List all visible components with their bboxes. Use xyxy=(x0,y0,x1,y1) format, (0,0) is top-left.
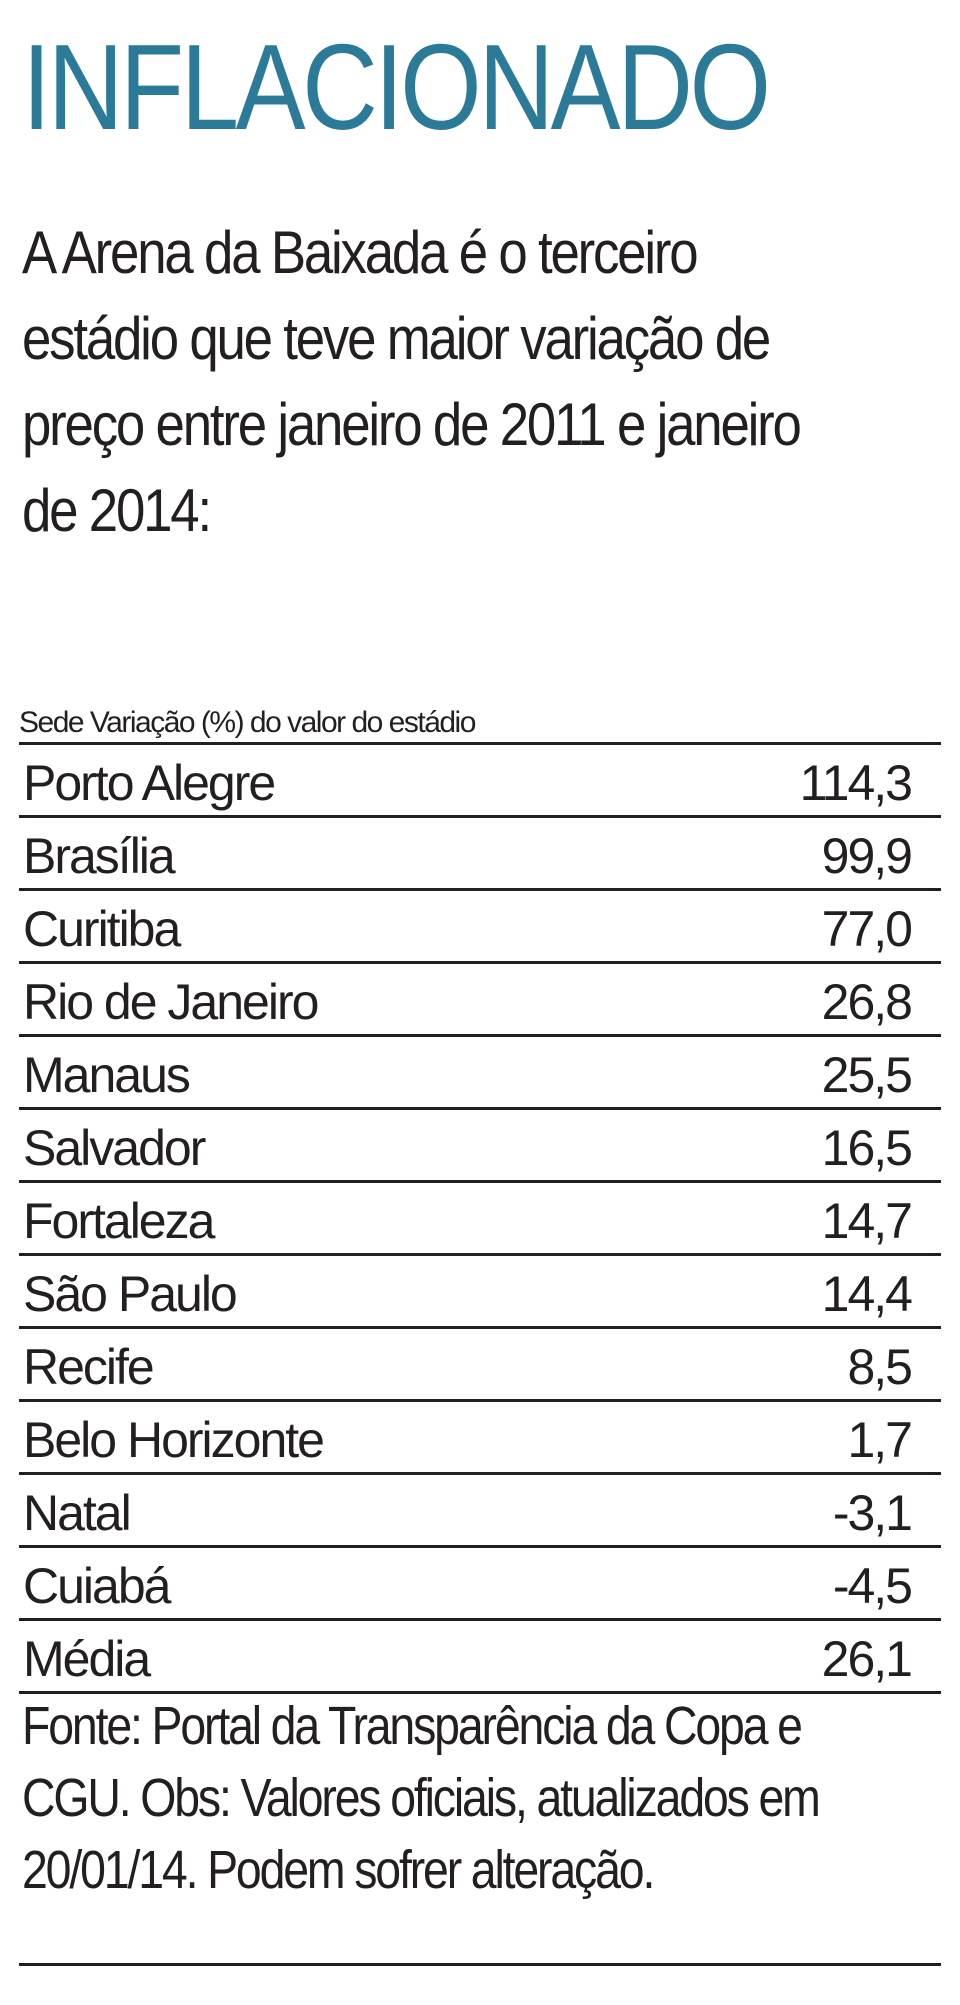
table-row: Fortaleza 14,7 xyxy=(19,1183,941,1256)
table-header: Sede Variação (%) do valor do estádio xyxy=(19,700,941,745)
city: Natal xyxy=(23,1485,132,1541)
city: Fortaleza xyxy=(23,1193,215,1249)
city: Porto Alegre xyxy=(23,755,276,811)
city: Cuiabá xyxy=(23,1558,171,1614)
table-row: Cuiabá -4,5 xyxy=(19,1548,941,1621)
variation: -4,5 xyxy=(832,1558,913,1614)
city: Belo Horizonte xyxy=(23,1412,325,1468)
variation: 1,7 xyxy=(847,1412,913,1468)
variation: 114,3 xyxy=(799,755,913,811)
table-row: Manaus 25,5 xyxy=(19,1037,941,1110)
title: INFLACIONADO xyxy=(22,19,771,155)
city: São Paulo xyxy=(23,1266,238,1322)
table-row: Curitiba 77,0 xyxy=(19,891,941,964)
bottom-rule xyxy=(19,1963,941,1966)
intro: A Arena da Baixada é o terceiro estádio … xyxy=(22,219,802,544)
city: Média xyxy=(23,1631,151,1687)
variation: 26,1 xyxy=(821,1631,913,1687)
source-note: Fonte: Portal da Transparência da Copa e… xyxy=(22,1696,821,1900)
city: Rio de Janeiro xyxy=(23,974,319,1030)
table-row: Salvador 16,5 xyxy=(19,1110,941,1183)
city: Curitiba xyxy=(23,901,181,957)
city: Manaus xyxy=(23,1047,191,1103)
table-row: São Paulo 14,4 xyxy=(19,1256,941,1329)
city: Recife xyxy=(23,1339,155,1395)
table-row: Brasília 99,9 xyxy=(19,818,941,891)
variation: 77,0 xyxy=(821,901,913,957)
table-row: Média 26,1 xyxy=(19,1621,941,1694)
variation: 16,5 xyxy=(821,1120,913,1176)
variation: -3,1 xyxy=(832,1485,913,1541)
variation: 14,7 xyxy=(821,1193,913,1249)
variation: 8,5 xyxy=(847,1339,913,1395)
variation: 26,8 xyxy=(821,974,913,1030)
variation: 25,5 xyxy=(821,1047,913,1103)
city: Brasília xyxy=(23,828,176,884)
variation: 99,9 xyxy=(821,828,913,884)
table-row: Belo Horizonte 1,7 xyxy=(19,1402,941,1475)
table-row: Porto Alegre 114,3 xyxy=(19,745,941,818)
table: Sede Variação (%) do valor do estádio Po… xyxy=(19,700,941,1694)
table-row: Rio de Janeiro 26,8 xyxy=(19,964,941,1037)
variation: 14,4 xyxy=(821,1266,913,1322)
table-row: Natal -3,1 xyxy=(19,1475,941,1548)
city: Salvador xyxy=(23,1120,206,1176)
table-row: Recife 8,5 xyxy=(19,1329,941,1402)
